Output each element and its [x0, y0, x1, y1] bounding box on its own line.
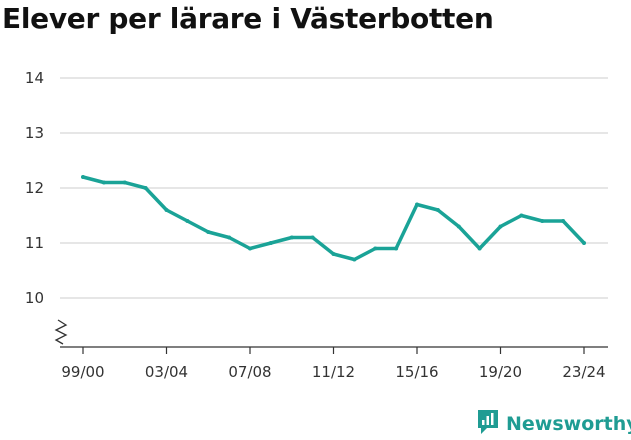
data-point — [185, 219, 190, 223]
data-point — [122, 180, 127, 185]
data-point — [81, 175, 85, 179]
data-point — [206, 230, 211, 234]
data-point — [310, 235, 315, 240]
axis-break-marker — [54, 319, 68, 345]
x-tick-label: 23/24 — [562, 363, 605, 381]
chart-title: Elever per lärare i Västerbotten — [2, 2, 494, 35]
series-layer — [81, 175, 586, 262]
data-point — [540, 219, 545, 223]
data-point — [331, 252, 336, 256]
x-axis-labels: 99/00 03/04 07/08 11/12 15/16 19/20 23/24 — [61, 347, 606, 381]
data-point — [352, 257, 357, 262]
data-point — [498, 224, 503, 229]
brand-name: Newsworthy — [506, 413, 631, 435]
data-point — [477, 246, 482, 251]
data-point — [373, 246, 378, 251]
y-axis-labels: 10 11 12 13 14 — [25, 69, 44, 307]
x-tick-label: 15/16 — [395, 363, 438, 381]
series-line — [81, 175, 586, 262]
data-point — [289, 235, 294, 240]
brand-logo[interactable]: Newsworthy — [476, 408, 631, 440]
data-point — [394, 246, 399, 251]
data-point — [415, 202, 419, 207]
data-point — [268, 241, 273, 245]
data-point — [561, 219, 566, 223]
x-tick-label: 07/08 — [228, 363, 271, 381]
grid-lines — [60, 77, 608, 299]
x-tick-label: 03/04 — [145, 363, 188, 381]
data-point — [456, 224, 461, 229]
x-tick-label: 11/12 — [312, 363, 355, 381]
data-point — [435, 208, 440, 212]
y-tick-label: 10 — [25, 289, 44, 307]
data-point — [582, 241, 586, 245]
data-point — [143, 186, 148, 190]
data-point — [248, 246, 252, 251]
newsworthy-logo-icon — [476, 408, 500, 440]
data-point — [519, 213, 524, 218]
y-tick-label: 14 — [25, 69, 44, 87]
y-tick-label: 11 — [25, 234, 44, 252]
x-tick-label: 99/00 — [61, 363, 104, 381]
x-tick-label: 19/20 — [479, 363, 522, 381]
x-axis — [54, 319, 608, 348]
y-tick-label: 13 — [25, 124, 44, 142]
data-point — [164, 208, 169, 212]
data-point — [227, 235, 232, 240]
data-point — [101, 180, 106, 185]
y-tick-label: 12 — [25, 179, 44, 197]
